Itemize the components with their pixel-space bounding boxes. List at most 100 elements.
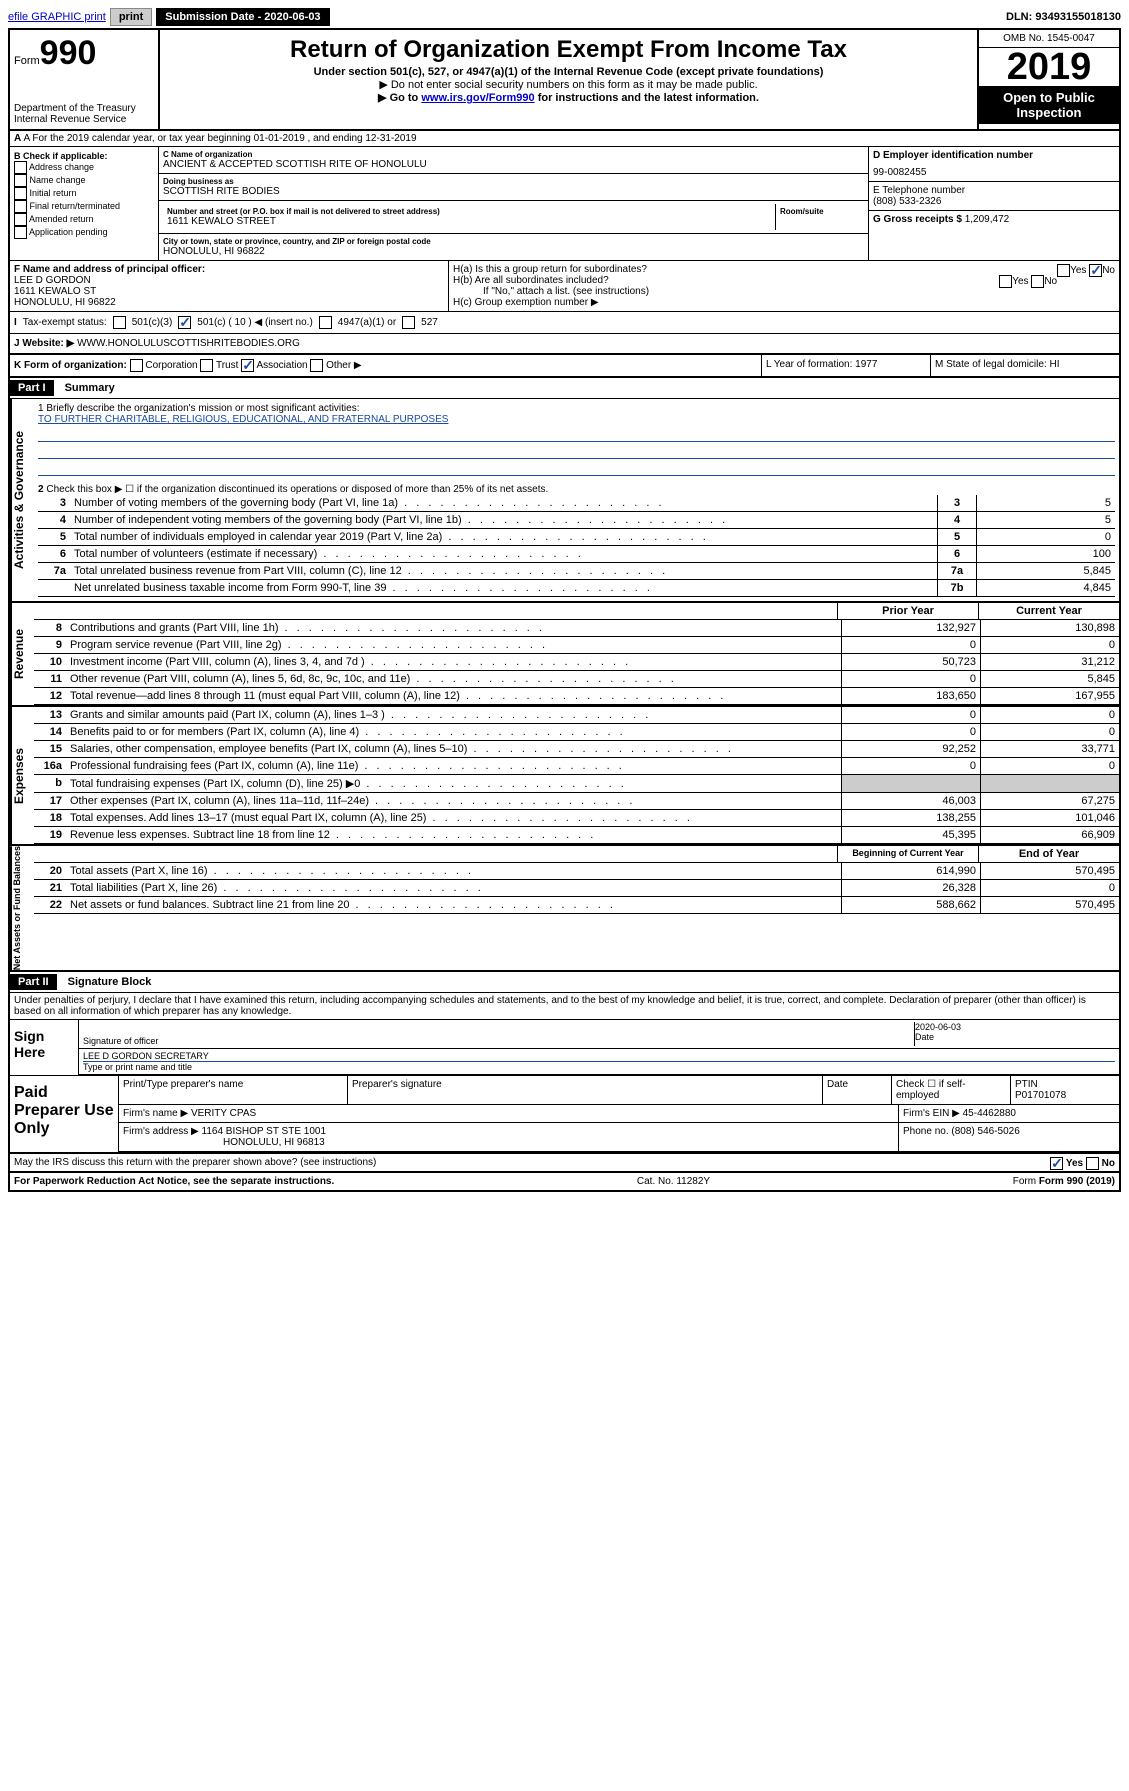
q2-text: Check this box ▶ ☐ if the organization d… [46,484,548,495]
opt-501c: 501(c) ( 10 ) ◀ (insert no.) [197,317,313,328]
line-value: 5 [977,495,1115,511]
line-desc: Grants and similar amounts paid (Part IX… [66,707,841,723]
ha-no[interactable] [1089,264,1102,277]
discuss-no[interactable] [1086,1157,1099,1170]
cb-501c3[interactable] [113,316,126,329]
current-year-value: 0 [980,758,1119,774]
line-num: 15 [34,741,66,757]
k-label: K Form of organization: [14,360,127,371]
cb-trust[interactable] [200,359,213,372]
line-num: 5 [38,529,70,545]
checkbox-final[interactable] [14,200,27,213]
current-year-value: 0 [980,724,1119,740]
sidebar-expenses: Expenses [10,707,34,844]
hb-yes[interactable] [999,275,1012,288]
line-num: 22 [34,897,66,913]
current-year-value [980,775,1119,792]
firm-label: Firm's name ▶ [123,1108,188,1119]
prior-year-value: 138,255 [841,810,980,826]
hb-no[interactable] [1031,275,1044,288]
org-name: ANCIENT & ACCEPTED SCOTTISH RITE OF HONO… [163,159,864,170]
part1-title: Summary [57,382,115,394]
cb-4947[interactable] [319,316,332,329]
current-year-value: 167,955 [980,688,1119,704]
line-desc: Total assets (Part X, line 16) [66,863,841,879]
discuss-yes[interactable] [1050,1157,1063,1170]
print-button[interactable]: print [110,8,152,26]
street-value: 1611 KEWALO STREET [167,216,771,227]
prep-self-employed: Check ☐ if self-employed [892,1076,1011,1104]
current-year-value: 0 [980,707,1119,723]
cb-assoc[interactable] [241,359,254,372]
header-end: End of Year [978,846,1119,862]
year-formation: L Year of formation: 1977 [762,355,931,376]
cb-527[interactable] [402,316,415,329]
line-desc: Contributions and grants (Part VIII, lin… [66,620,841,636]
line-num: 8 [34,620,66,636]
line-num: 13 [34,707,66,723]
prior-year-value: 0 [841,637,980,653]
firm-phone-label: Phone no. [903,1126,949,1137]
cb-corp[interactable] [130,359,143,372]
sidebar-governance: Activities & Governance [10,399,34,601]
lbl-address: Address change [29,162,94,172]
line-desc: Salaries, other compensation, employee b… [66,741,841,757]
mission-text: TO FURTHER CHARITABLE, RELIGIOUS, EDUCAT… [38,414,1115,425]
current-year-value: 570,495 [980,863,1119,879]
current-year-value: 5,845 [980,671,1119,687]
prep-date-header: Date [823,1076,892,1104]
opt-527: 527 [421,317,438,328]
efile-link[interactable]: efile GRAPHIC print [8,11,106,23]
city-value: HONOLULU, HI 96822 [163,246,864,257]
line-desc: Net unrelated business taxable income fr… [70,580,937,596]
line-num: 6 [38,546,70,562]
ptin-label: PTIN [1015,1079,1038,1090]
sidebar-net: Net Assets or Fund Balances [10,846,34,970]
officer-label: F Name and address of principal officer: [14,264,205,275]
cb-501c[interactable] [178,316,191,329]
line-desc: Net assets or fund balances. Subtract li… [66,897,841,913]
line-num: 7a [38,563,70,579]
row-a: A A For the 2019 calendar year, or tax y… [10,131,1119,147]
line-desc: Number of independent voting members of … [70,512,937,528]
sidebar-revenue: Revenue [10,603,34,705]
addr-label: Firm's address ▶ [123,1126,199,1137]
cb-other[interactable] [310,359,323,372]
prep-sig-header: Preparer's signature [348,1076,823,1104]
prior-year-value: 183,650 [841,688,980,704]
opt-assoc: Association [256,360,307,371]
sign-here-label: Sign Here [10,1020,79,1075]
firm-name: VERITY CPAS [191,1108,256,1119]
line-num: 20 [34,863,66,879]
form-header: Form990 Department of the Treasury Inter… [10,30,1119,131]
checkbox-amended[interactable] [14,213,27,226]
line-num: 16a [34,758,66,774]
line-value: 0 [977,529,1115,545]
opt-501c3: 501(c)(3) [132,317,173,328]
current-year-value: 66,909 [980,827,1119,843]
line-num: 9 [34,637,66,653]
line-value: 5 [977,512,1115,528]
current-year-value: 33,771 [980,741,1119,757]
line-label: 7b [937,580,977,596]
checkbox-initial[interactable] [14,187,27,200]
ha-yes[interactable] [1057,264,1070,277]
city-label: City or town, state or province, country… [163,237,864,246]
line-desc: Benefits paid to or for members (Part IX… [66,724,841,740]
part2-title: Signature Block [60,976,152,988]
checkbox-name[interactable] [14,174,27,187]
declaration-text: Under penalties of perjury, I declare th… [10,993,1119,1020]
sig-officer-label: Signature of officer [83,1036,914,1046]
line-num: 14 [34,724,66,740]
line-value: 4,845 [977,580,1115,596]
line-label: 5 [937,529,977,545]
current-year-value: 31,212 [980,654,1119,670]
hc-text: H(c) Group exemption number ▶ [453,297,1115,308]
checkbox-pending[interactable] [14,226,27,239]
sig-name-label: Type or print name and title [83,1062,1115,1072]
q1-text: 1 Briefly describe the organization's mi… [38,403,1115,414]
irs-link[interactable]: www.irs.gov/Form990 [421,92,534,104]
checkbox-address[interactable] [14,161,27,174]
lbl-amended: Amended return [29,214,94,224]
ein-value: 99-0082455 [873,167,1115,178]
